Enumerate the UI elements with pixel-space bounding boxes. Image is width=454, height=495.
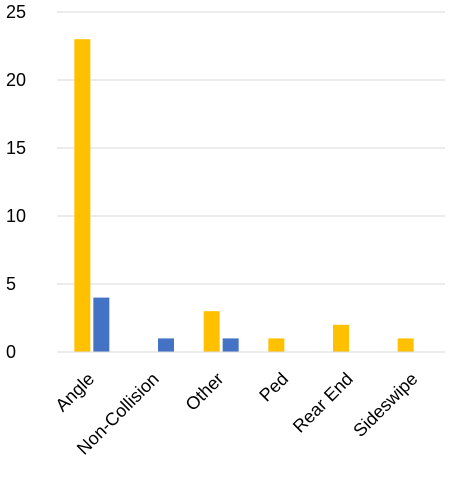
- x-category-label: Sideswipe: [349, 369, 421, 441]
- y-axis-tick-labels: 0 5 10 15 20 25: [6, 2, 26, 362]
- bar-series-1-other: [203, 311, 220, 352]
- bar-series-1-sideswipe: [397, 338, 414, 352]
- bar-series-2-non-collision: [158, 338, 174, 352]
- bar-series-2-angle: [93, 297, 110, 352]
- bar-series-1-ped: [268, 338, 285, 352]
- y-tick-label: 10: [6, 206, 26, 226]
- bar-series-1-angle: [74, 39, 91, 352]
- y-tick-label: 20: [6, 70, 26, 90]
- x-category-label: Rear End: [289, 369, 357, 437]
- gridlines: [57, 11, 445, 285]
- bars: [74, 39, 414, 352]
- bar-series-2-other: [222, 338, 239, 352]
- x-category-label: Angle: [51, 369, 98, 416]
- y-tick-label: 15: [6, 138, 26, 158]
- y-tick-label: 5: [6, 274, 16, 294]
- x-category-label: Other: [182, 369, 228, 415]
- x-category-label: Ped: [255, 369, 292, 406]
- y-tick-label: 25: [6, 2, 26, 22]
- y-tick-label: 0: [6, 342, 16, 362]
- bar-series-1-rear-end: [333, 324, 349, 352]
